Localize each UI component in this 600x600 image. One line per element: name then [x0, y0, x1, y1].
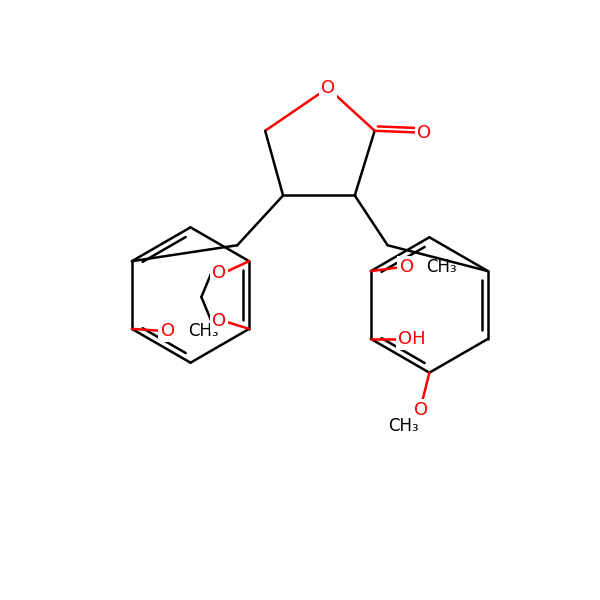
Text: O: O [212, 264, 226, 282]
Text: CH₃: CH₃ [427, 258, 457, 276]
Text: CH₃: CH₃ [388, 418, 419, 436]
Text: O: O [418, 124, 431, 142]
Text: O: O [400, 258, 413, 276]
Text: O: O [321, 79, 335, 97]
Text: OH: OH [398, 330, 425, 348]
Text: O: O [212, 312, 226, 330]
Text: O: O [415, 401, 428, 419]
Text: O: O [161, 322, 175, 340]
Text: CH₃: CH₃ [188, 322, 218, 340]
